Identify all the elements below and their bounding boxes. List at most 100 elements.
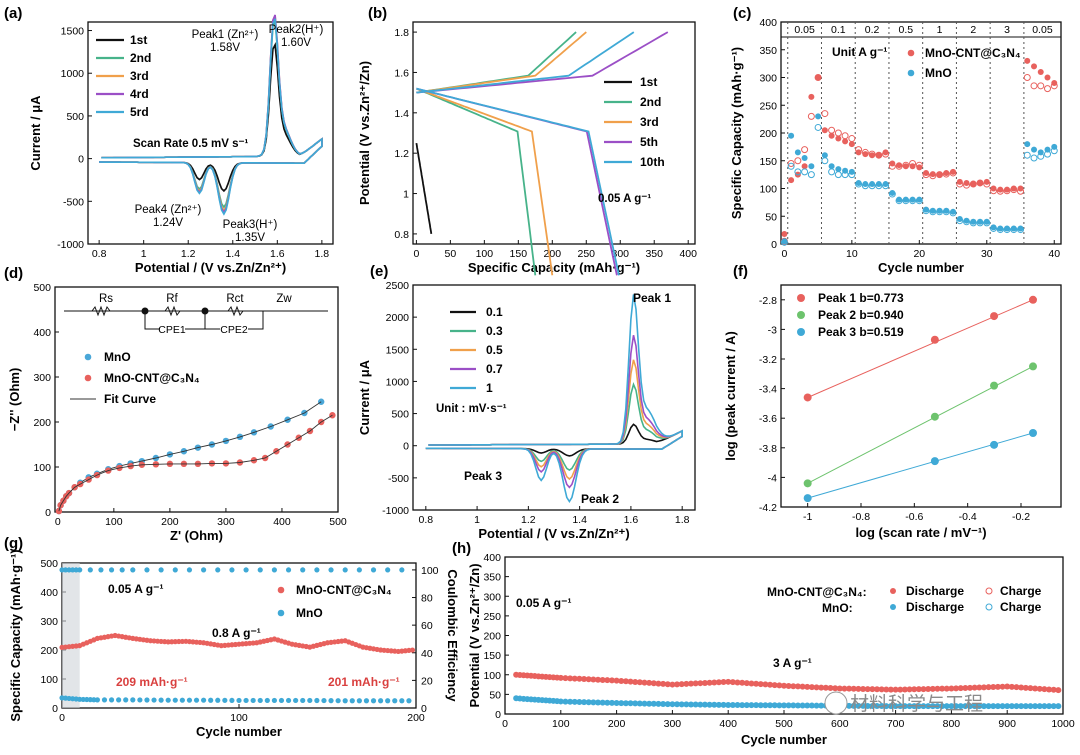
cycle-point: [906, 703, 913, 710]
cycle-point: [562, 675, 569, 682]
cycle-point: [771, 682, 778, 689]
y-tick-label: 100: [759, 184, 777, 196]
legend-marker: [84, 353, 92, 361]
cycle-point: [781, 702, 787, 709]
circuit-label-rf: Rf: [166, 293, 178, 305]
legend-label: 10th: [640, 155, 665, 169]
discharge-point: [808, 163, 815, 170]
charge-point: [855, 146, 863, 154]
legend-label: 0.5: [486, 343, 503, 357]
x-tick-label: 1.6: [270, 248, 285, 260]
cycle-point: [101, 697, 108, 703]
data-point: [930, 412, 939, 421]
cycle-point: [222, 697, 228, 703]
cycle-point: [363, 698, 370, 704]
y-tick-label: 350: [483, 572, 501, 584]
plot-frame: [412, 21, 696, 245]
cycle-point: [215, 567, 221, 573]
cycle-point: [1018, 684, 1025, 691]
charge-point: [1017, 187, 1025, 195]
discharge-curve-10th: [416, 87, 620, 276]
charge-point: [956, 180, 964, 188]
discharge-point: [1031, 146, 1038, 153]
cycle-point: [576, 675, 583, 682]
cycle-point: [939, 703, 946, 710]
legend-label: 1: [486, 381, 493, 395]
cycle-point: [562, 698, 569, 705]
cycle-point: [939, 685, 946, 692]
legend-marker: [84, 374, 92, 382]
cycle-point: [934, 703, 941, 710]
cycle-point: [655, 700, 662, 707]
charge-point: [983, 180, 991, 188]
cycle-point: [915, 686, 922, 693]
cycle-point: [943, 685, 950, 692]
x-tick-label: 600: [831, 718, 849, 730]
cycle-point: [335, 698, 341, 704]
y-tick-label: 200: [483, 631, 501, 643]
cycle-point: [692, 680, 699, 687]
legend-marker: [277, 586, 285, 594]
legend-label: Peak 2 b=0.940: [818, 308, 904, 322]
cycle-point: [706, 679, 713, 686]
peak3-label: Peak3(H⁺): [223, 219, 278, 231]
charge-point: [942, 208, 950, 216]
y-tick-label: 0: [78, 154, 84, 166]
x-axis-title: Cycle number: [196, 724, 282, 739]
cycle-point: [622, 700, 629, 707]
x-tick-label: 1.8: [315, 248, 330, 260]
cycle-point: [581, 676, 588, 683]
cycle-point: [342, 567, 348, 573]
watermark-text: 材料科学与工程: [850, 693, 983, 715]
y-tick-label: 150: [483, 650, 501, 662]
y-tick-label: -2.8: [759, 295, 777, 307]
y-tick-label: -4.2: [759, 502, 777, 514]
legend-label: 3rd: [640, 115, 659, 129]
panel-label-c: (c): [733, 5, 751, 22]
x-tick-label: 1000: [1051, 718, 1075, 730]
peak1-label: Peak1 (Zn²⁺): [192, 29, 259, 41]
discharge-curve-2nd: [416, 87, 537, 276]
y-tick-label: 300: [40, 616, 58, 628]
cycle-point: [87, 567, 93, 573]
x-tick-label: 900: [998, 718, 1016, 730]
discharge-point: [1037, 68, 1044, 75]
cycle-point: [314, 697, 320, 704]
rate-label: 0.05: [794, 24, 815, 36]
x-tick-label: 100: [476, 248, 494, 260]
legend-marker: [890, 604, 896, 610]
cycle-point: [860, 702, 867, 709]
cycle-point: [976, 684, 983, 691]
y-tick-label: 100: [33, 462, 51, 474]
cycle-point: [1055, 687, 1062, 694]
panel-f: -1 -0.8 -0.6 -0.4 -0.2 -4.2 -4 -3.8 -3.6 -3.4 -3.2…: [723, 284, 1062, 540]
legend-group1: MnO-CNT@C₃N₄:: [767, 585, 867, 599]
x-tick-label: 800: [943, 718, 961, 730]
cycle-point: [201, 697, 207, 703]
cycle-point: [257, 697, 263, 704]
cycle-point: [892, 703, 899, 710]
panel-label-a: (a): [4, 5, 22, 22]
cycle-point: [753, 680, 760, 687]
cycle-point: [781, 682, 787, 689]
charge-point: [882, 182, 890, 190]
legend-discharge2: Discharge: [906, 600, 964, 614]
rate-label: 0.1: [831, 24, 846, 36]
rate1-label: 0.05 A g⁻¹: [108, 582, 163, 596]
y-tick-label: 300: [483, 591, 501, 603]
cycle-point: [711, 679, 718, 686]
y-tick-label: 300: [33, 372, 51, 384]
cycle-point: [130, 567, 136, 573]
x-axis-title: Potential / (V vs.Zn/Zn²⁺): [135, 260, 286, 275]
legend-marker: [890, 588, 896, 594]
cycle-point: [1036, 685, 1043, 692]
cycle-point: [1041, 686, 1048, 693]
cycle-point: [641, 679, 648, 686]
data-point: [990, 312, 999, 321]
cycle-point: [943, 703, 950, 710]
cycle-point: [576, 698, 583, 705]
x-tick-label: 0: [413, 248, 419, 260]
cycle-point: [186, 567, 193, 573]
charge-point: [814, 123, 822, 131]
cycle-point: [999, 683, 1006, 690]
